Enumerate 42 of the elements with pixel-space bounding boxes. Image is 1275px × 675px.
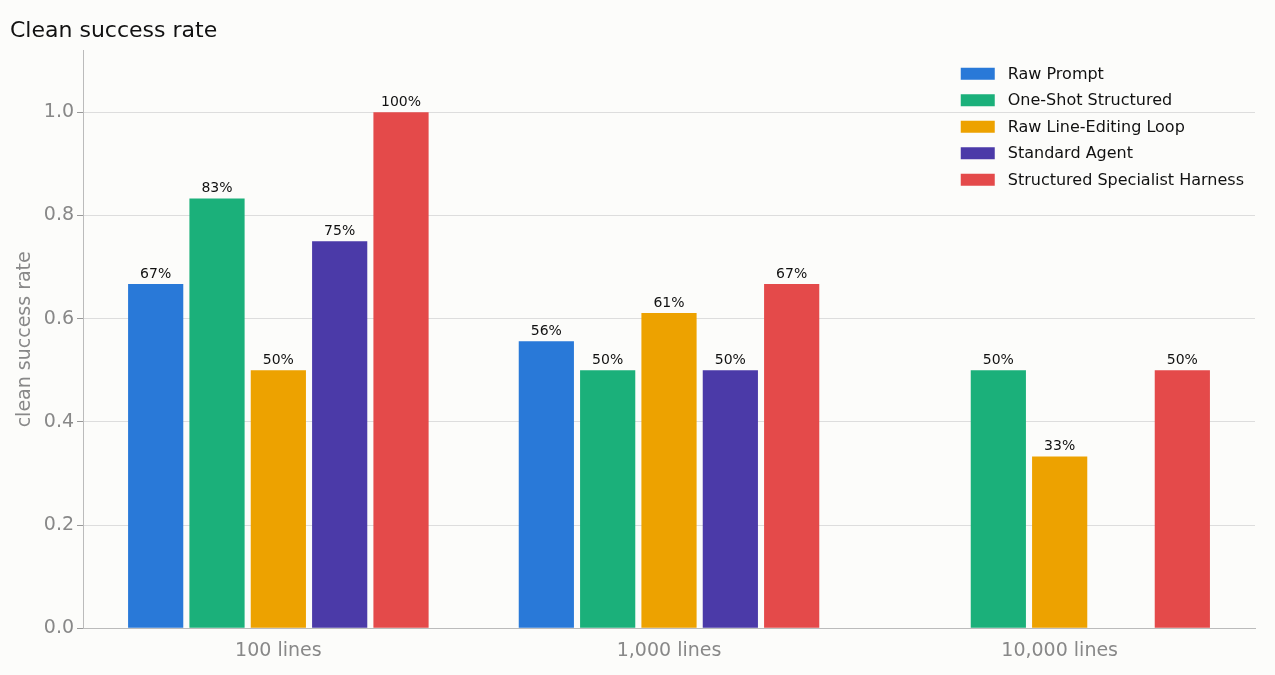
bar <box>1154 370 1210 628</box>
legend-label: Standard Agent <box>1007 143 1133 163</box>
data-label: 50% <box>714 350 746 367</box>
data-label: 50% <box>592 350 624 367</box>
bar <box>641 312 697 628</box>
y-axis-title: clean success rate <box>12 251 35 428</box>
y-tick-label: 1.0 <box>43 99 75 122</box>
bar <box>970 370 1026 628</box>
data-label: 75% <box>324 221 356 238</box>
chart-title: Clean success rate <box>10 16 218 42</box>
data-label: 67% <box>140 264 172 281</box>
bar <box>1032 456 1088 628</box>
legend-label: Raw Line-Editing Loop <box>1007 116 1185 136</box>
bar <box>128 284 184 628</box>
bar <box>373 112 429 628</box>
y-tick-label: 0.2 <box>43 511 75 534</box>
legend-label: Raw Prompt <box>1007 63 1104 83</box>
x-tick-label: 1,000 lines <box>616 637 722 660</box>
legend-label: Structured Specialist Harness <box>1007 169 1244 189</box>
bar <box>764 284 820 628</box>
x-tick-label: 10,000 lines <box>1001 637 1119 660</box>
data-label: 100% <box>381 92 422 109</box>
data-label: 50% <box>262 350 294 367</box>
y-tick-label: 0.0 <box>43 615 75 638</box>
data-label: 83% <box>201 179 233 196</box>
y-tick-label: 0.8 <box>43 202 75 225</box>
data-label: 50% <box>1166 350 1198 367</box>
bar <box>702 370 758 628</box>
y-tick-label: 0.4 <box>43 408 75 431</box>
bar <box>580 370 636 628</box>
bar <box>250 370 306 628</box>
x-tick-label: 100 lines <box>235 637 322 660</box>
bar <box>518 341 574 628</box>
y-tick-label: 0.6 <box>43 305 75 328</box>
data-label: 50% <box>982 350 1014 367</box>
data-label: 67% <box>776 264 808 281</box>
data-label: 61% <box>653 293 685 310</box>
legend-label: One-Shot Structured <box>1007 90 1173 110</box>
data-label: 56% <box>530 322 562 338</box>
data-label: 33% <box>1044 437 1076 454</box>
bar <box>189 198 245 628</box>
bar <box>312 241 368 628</box>
